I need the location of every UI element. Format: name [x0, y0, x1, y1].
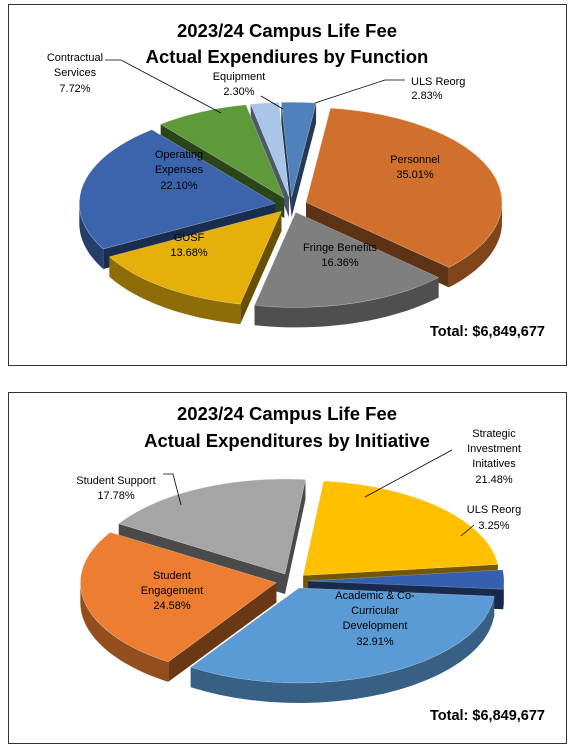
- label-equipment-value: 2.30%: [223, 86, 254, 98]
- pie-slice-top-student-engagement: [80, 531, 278, 663]
- pie-slice-fringe-benefits: [254, 212, 440, 328]
- label-academic-name-2: Curricular: [351, 605, 399, 617]
- leader-line-uls-reorg: [314, 79, 405, 104]
- pie-slice-side-student-support-1: [284, 479, 306, 595]
- initiative-pie-chart: 2023/24 Campus Life Fee Actual Expenditu…: [76, 403, 545, 724]
- pie-slice-wall-uls-reorg-0: [503, 580, 504, 610]
- label-fringe-name: Fringe Benefits: [303, 242, 377, 254]
- chart-title-line-1: 2023/24 Campus Life Fee: [177, 20, 397, 41]
- label-gusf-value: 13.68%: [170, 247, 208, 259]
- function-chart-panel: 2023/24 Campus Life Fee Actual Expendiur…: [8, 4, 567, 366]
- pie-slice-gusf: [108, 210, 282, 325]
- label-uls-reorg-name: ULS Reorg: [411, 76, 465, 88]
- leader-lines: [105, 59, 405, 114]
- slice-labels: ULS Reorg 2.83% Personnel 35.01% Fringe …: [47, 52, 466, 269]
- pie-slice-wall-student-engagement-0: [80, 582, 169, 682]
- pie-slice-top-student-support: [118, 478, 306, 575]
- pie-slice-side-student-engagement-0: [168, 582, 277, 682]
- pie-slice-wall-fringe-benefits-0: [254, 277, 439, 328]
- label-operating-value: 22.10%: [160, 180, 198, 192]
- pie-slice-top-gusf: [108, 210, 282, 305]
- pie-slice-wall-operating-expenses-0: [79, 203, 104, 270]
- pie-slices: [79, 101, 503, 328]
- pie-slice-side-uls-reorg-1: [291, 102, 317, 218]
- pie-slice-top-uls-reorg: [307, 569, 505, 590]
- leader-line-strategic: [364, 449, 453, 498]
- label-strategic-name-2: Investment: [467, 443, 521, 455]
- chart-title-line-2: Actual Expenditures by Initiative: [144, 430, 430, 451]
- pie-slice-wall-personnel-0: [448, 202, 503, 288]
- label-personnel-value: 35.01%: [396, 169, 434, 181]
- pie-slices: [80, 478, 505, 703]
- pie-slice-top-uls-reorg: [280, 101, 317, 198]
- label-support-name: Student Support: [76, 475, 156, 487]
- chart-title-line-1: 2023/24 Campus Life Fee: [177, 403, 397, 424]
- label-academic-name-3: Development: [343, 620, 408, 632]
- pie-slice-side-uls-reorg-0: [281, 102, 292, 218]
- label-personnel-name: Personnel: [390, 154, 440, 166]
- pie-slice-contractual-services: [159, 104, 285, 218]
- pie-slice-top-contractual-services: [159, 104, 285, 199]
- leader-line-equipment: [260, 95, 284, 110]
- leader-lines: [163, 449, 475, 537]
- label-support-value: 17.78%: [97, 490, 135, 502]
- pie-slice-academic-co-curricular-development: [190, 587, 495, 703]
- label-uls-reorg-name: ULS Reorg: [467, 504, 521, 516]
- pie-slice-top-operating-expenses: [79, 129, 277, 250]
- label-operating-name-2: Expenses: [155, 164, 204, 176]
- pie-slice-top-academic-co-curricular-development: [190, 587, 495, 684]
- pie-slice-wall-academic-co-curricular-development-0: [190, 596, 495, 703]
- initiative-chart-panel: 2023/24 Campus Life Fee Actual Expenditu…: [8, 392, 567, 744]
- pie-slice-top-fringe-benefits: [254, 212, 440, 308]
- label-contractual-value: 7.72%: [59, 83, 90, 95]
- pie-slice-top-personnel: [305, 107, 503, 268]
- pie-slice-side-gusf-0: [240, 211, 282, 325]
- chart-total: Total: $6,849,677: [430, 708, 545, 724]
- label-strategic-name-1: Strategic: [472, 428, 516, 440]
- label-contractual-name-1: Contractual: [47, 52, 103, 64]
- label-uls-reorg-value: 2.83%: [411, 90, 442, 102]
- leader-line-contractual: [105, 59, 222, 114]
- label-academic-value: 32.91%: [356, 636, 394, 648]
- label-engagement-value: 24.58%: [153, 600, 191, 612]
- pie-slice-top-strategic-investment-initatives: [302, 480, 499, 576]
- function-pie-chart: 2023/24 Campus Life Fee Actual Expendiur…: [47, 20, 545, 340]
- pie-slice-uls-reorg: [280, 101, 317, 218]
- label-strategic-name-3: Initatives: [472, 458, 516, 470]
- pie-slice-top-equipment: [250, 102, 290, 198]
- slice-labels: Strategic Investment Initatives 21.48% U…: [76, 428, 521, 648]
- chart-total: Total: $6,849,677: [430, 324, 545, 340]
- label-engagement-name-1: Student: [153, 570, 191, 582]
- leader-line-uls-reorg: [460, 524, 475, 537]
- leader-line-student-support: [163, 473, 182, 506]
- label-engagement-name-2: Engagement: [141, 585, 203, 597]
- chart-title-line-2: Actual Expendiures by Function: [146, 46, 429, 67]
- label-academic-name-1: Academic & Co-: [335, 590, 415, 602]
- label-equipment-name: Equipment: [213, 71, 266, 83]
- pie-slice-student-engagement: [80, 531, 278, 682]
- pie-slice-wall-gusf-0: [109, 256, 241, 325]
- label-strategic-value: 21.48%: [475, 474, 513, 486]
- label-operating-name-1: Operating: [155, 149, 203, 161]
- label-gusf-name: GUSF: [174, 232, 205, 244]
- label-uls-reorg-value: 3.25%: [478, 520, 509, 532]
- label-fringe-value: 16.36%: [321, 257, 359, 269]
- label-contractual-name-2: Services: [54, 67, 97, 79]
